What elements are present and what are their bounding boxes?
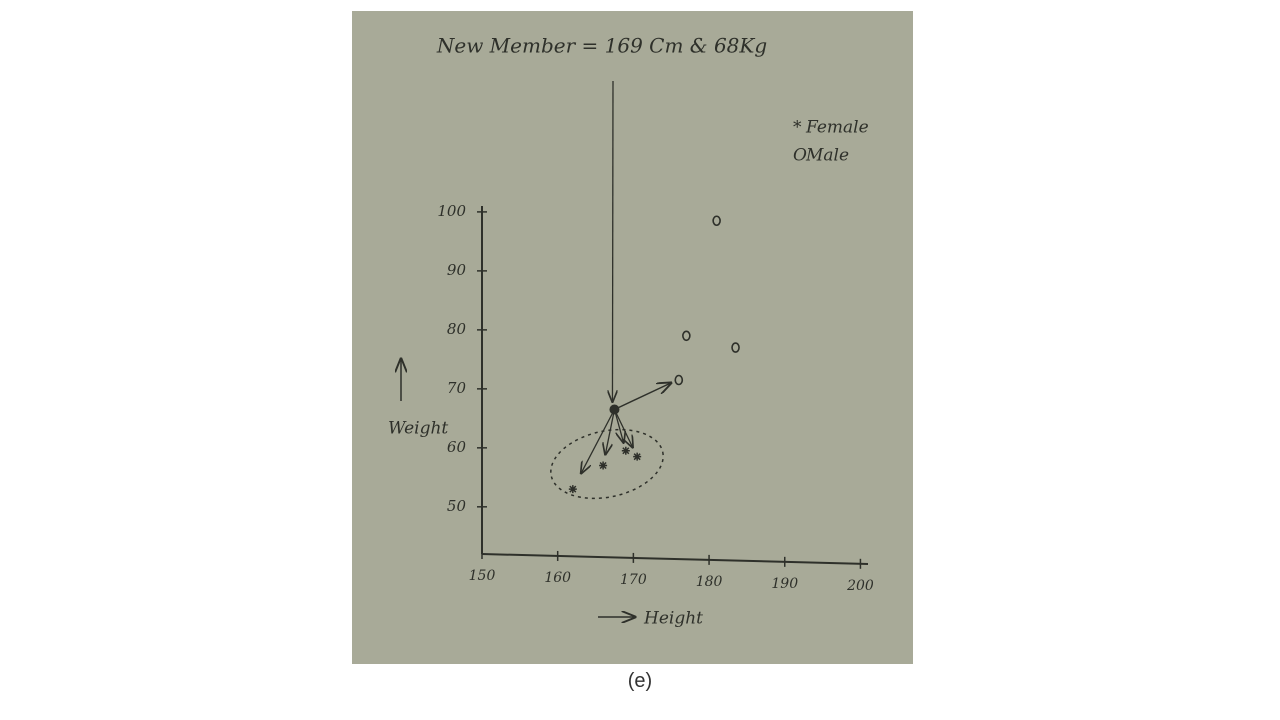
y-tick-label: 60 (447, 438, 467, 456)
x-tick-label: 160 (544, 570, 571, 586)
x-tick-label: 180 (696, 574, 723, 590)
point (568, 485, 577, 494)
arrow (613, 409, 632, 447)
x-axis-label: Height (643, 609, 703, 629)
y-tick-label: 80 (447, 320, 467, 338)
y-tick-label: 50 (447, 497, 467, 515)
point (633, 452, 642, 461)
photo: New Member = 169 Cm & 68Kg Weight Height… (352, 11, 913, 664)
point (621, 446, 630, 455)
y-tick-label: 70 (447, 379, 467, 397)
y-axis-label: Weight (388, 419, 448, 439)
new-member (609, 404, 620, 415)
legend-marker: O (793, 146, 807, 166)
arrow (613, 409, 623, 442)
chart: New Member = 169 Cm & 68Kg Weight Height… (388, 34, 874, 629)
caption: (e) (627, 670, 653, 692)
x-tick-label: 150 (469, 568, 496, 584)
legend-label: Male (805, 146, 849, 166)
x-tick-label: 170 (620, 572, 647, 588)
x-tick-label: 200 (846, 578, 874, 594)
point (712, 215, 721, 227)
cluster (550, 428, 664, 500)
point (599, 461, 608, 470)
legend-marker: * (793, 118, 802, 138)
point (731, 342, 740, 353)
x-tick-label: 190 (771, 576, 798, 592)
x-axis (481, 553, 869, 565)
arrow (581, 409, 616, 473)
chart-title: New Member = 169 Cm & 68Kg (436, 34, 767, 58)
legend-label: Female (805, 118, 869, 138)
arrow (614, 383, 670, 411)
y-tick-label: 100 (437, 202, 466, 220)
point (682, 330, 691, 342)
arrow (605, 409, 616, 454)
point (674, 374, 684, 386)
y-tick-label: 90 (447, 261, 467, 279)
arrow (612, 80, 613, 401)
